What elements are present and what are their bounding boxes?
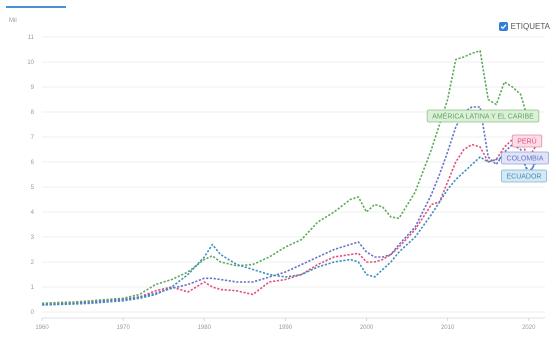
label-toggle-text: ETIQUETA xyxy=(510,22,550,31)
series-end-label-text: AMÉRICA LATINA Y EL CARIBE xyxy=(432,112,534,121)
y-tick-label: 1 xyxy=(31,285,35,291)
series-end-label-text: PERÚ xyxy=(517,137,536,146)
series-end-label-box xyxy=(511,134,543,148)
series-end-label-box xyxy=(501,169,547,183)
y-tick-label: 11 xyxy=(28,35,35,41)
y-tick-label: 5 xyxy=(31,185,35,191)
y-tick-label: 8 xyxy=(31,110,35,116)
series-line-1[interactable] xyxy=(41,138,538,306)
y-tick-label: 7 xyxy=(31,135,35,141)
series-end-label-box xyxy=(501,151,549,165)
x-tick-label: 1970 xyxy=(116,325,130,331)
y-tick-label: 9 xyxy=(31,85,35,91)
x-tick-label: 2000 xyxy=(360,325,374,331)
series-end-label-text: ECUADOR xyxy=(506,174,541,181)
label-toggle[interactable]: ETIQUETA xyxy=(498,22,550,31)
series-end-label-box xyxy=(426,109,540,123)
y-tick-label: 6 xyxy=(31,160,35,166)
checkbox-checked-icon[interactable] xyxy=(498,22,508,31)
x-tick-label: 1980 xyxy=(198,325,212,331)
series-end-label-2: COLOMBIA xyxy=(501,151,549,165)
x-tick-label: 2010 xyxy=(441,325,455,331)
series-line-0[interactable] xyxy=(41,49,538,305)
y-tick-label: 0 xyxy=(31,310,35,316)
y-tick-label: 3 xyxy=(31,235,35,241)
x-tick-label: 2020 xyxy=(522,325,536,331)
x-tick-label: 1990 xyxy=(279,325,293,331)
series-line-3[interactable] xyxy=(41,153,538,306)
series-lines xyxy=(41,49,538,306)
series-end-label-3: ECUADOR xyxy=(501,169,547,183)
y-tick-label: 4 xyxy=(31,210,35,216)
active-tab-indicator xyxy=(6,6,66,8)
y-axis-label: Mil xyxy=(9,18,17,24)
x-tick-label: 1960 xyxy=(35,325,49,331)
axes: 0 1 2 3 4 5 6 7 8 9 10 11 1960 1970 1980 1990 2000 2010 20… xyxy=(27,35,545,331)
grid-lines xyxy=(42,36,545,313)
y-tick-label: 2 xyxy=(31,260,35,266)
series-end-label-text: COLOMBIA xyxy=(507,156,544,163)
series-end-label-0: AMÉRICA LATINA Y EL CARIBE xyxy=(426,109,540,123)
series-end-label-1: PERÚ xyxy=(511,134,543,148)
series-line-2[interactable] xyxy=(41,106,538,306)
y-tick-label: 10 xyxy=(27,60,34,66)
series-end-labels: AMÉRICA LATINA Y EL CARIBE PERÚ COLOMBIA EC… xyxy=(426,109,549,183)
